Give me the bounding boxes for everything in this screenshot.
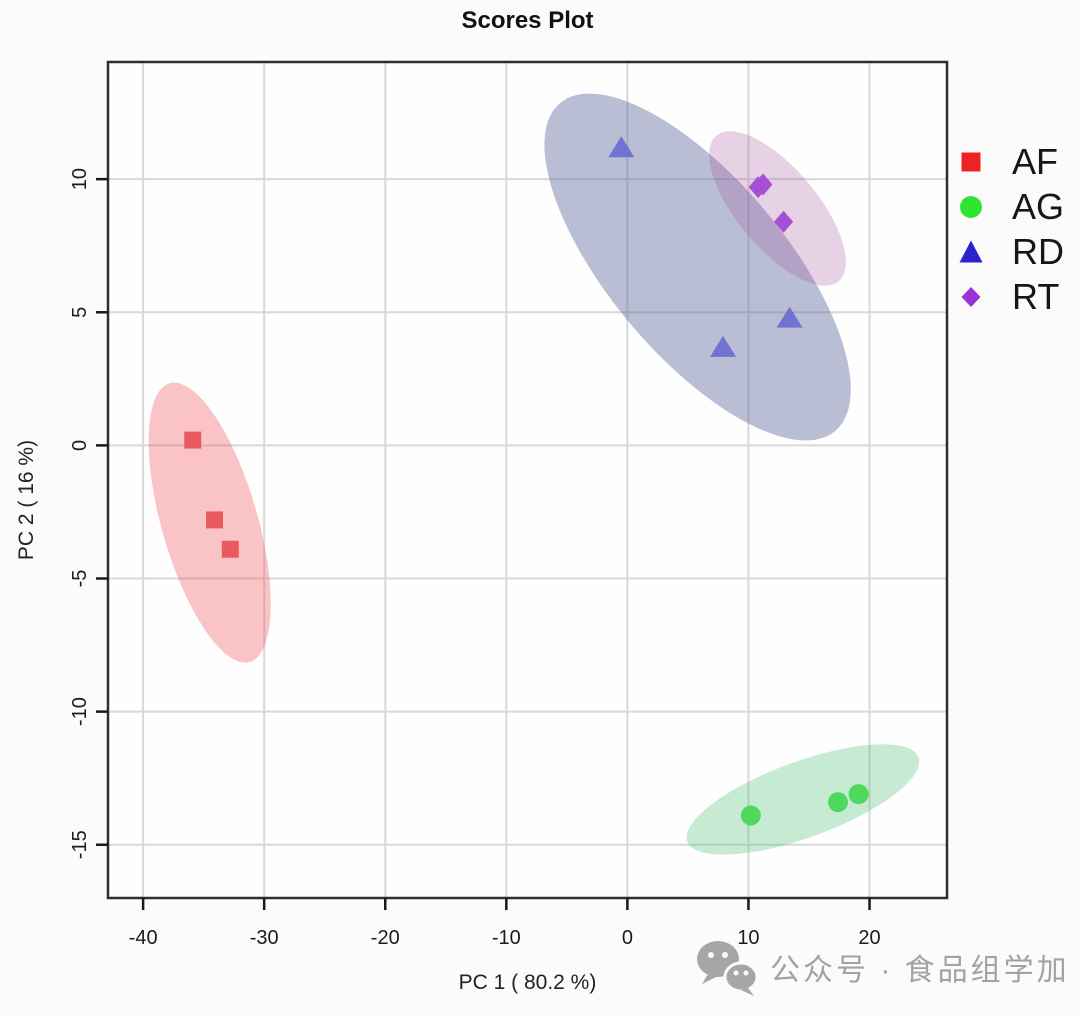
legend-marker-square-icon	[961, 152, 981, 171]
data-point-RT	[774, 210, 794, 233]
y-tick-label: 10	[69, 168, 91, 190]
y-tick-label: 5	[69, 307, 91, 318]
chart-title: Scores Plot	[461, 7, 594, 34]
y-tick-label: -15	[69, 830, 91, 859]
legend: AF AG RD RT	[958, 139, 1064, 319]
x-tick-label: -20	[371, 927, 400, 949]
x-tick-label: 10	[737, 927, 759, 949]
wechat-icon	[697, 941, 759, 996]
data-point-AF	[184, 431, 202, 449]
data-point-AG	[848, 784, 869, 805]
x-axis-label: PC 1 ( 80.2 %)	[458, 971, 597, 994]
legend-label: AG	[1012, 185, 1065, 227]
x-tick-label: -30	[250, 927, 279, 949]
legend-item-AG: AG	[958, 184, 1064, 229]
plot-area	[108, 62, 947, 898]
plot-border	[106, 60, 949, 900]
confidence-ellipse-AG	[686, 744, 920, 855]
confidence-ellipse-RT	[709, 131, 846, 286]
legend-marker-triangle-icon	[959, 240, 983, 262]
data-point-RD	[608, 136, 635, 158]
legend-label: AF	[1012, 140, 1059, 182]
x-tick-label: 20	[858, 927, 880, 949]
data-point-AF	[221, 540, 239, 558]
data-point-RD	[710, 335, 737, 357]
y-tick-label: 0	[69, 440, 91, 451]
legend-marker-circle-icon	[960, 195, 982, 218]
y-tick-label: -5	[69, 570, 91, 588]
x-tick-label: -40	[129, 927, 158, 949]
y-axis-label: PC 2 ( 16 %)	[15, 439, 38, 561]
y-tick-label: -10	[69, 697, 91, 726]
data-point-AG	[828, 792, 849, 813]
confidence-ellipse-RD	[544, 93, 851, 441]
data-point-RD	[776, 306, 803, 328]
data-point-AG	[740, 805, 761, 826]
data-point-AF	[206, 511, 224, 529]
legend-item-RT: RT	[958, 274, 1064, 319]
legend-label: RD	[1012, 230, 1064, 272]
watermark-text: 公众号 · 食品组学加	[770, 954, 1070, 987]
x-tick-label: 0	[622, 927, 633, 949]
legend-item-RD: RD	[958, 229, 1064, 274]
x-tick-label: -10	[492, 927, 521, 949]
data-point-RT	[748, 176, 768, 199]
legend-label: RT	[1012, 275, 1060, 317]
watermark: 公众号 · 食品组学加	[694, 938, 1070, 996]
legend-item-AF: AF	[958, 139, 1064, 184]
legend-marker-diamond-icon	[961, 286, 981, 307]
